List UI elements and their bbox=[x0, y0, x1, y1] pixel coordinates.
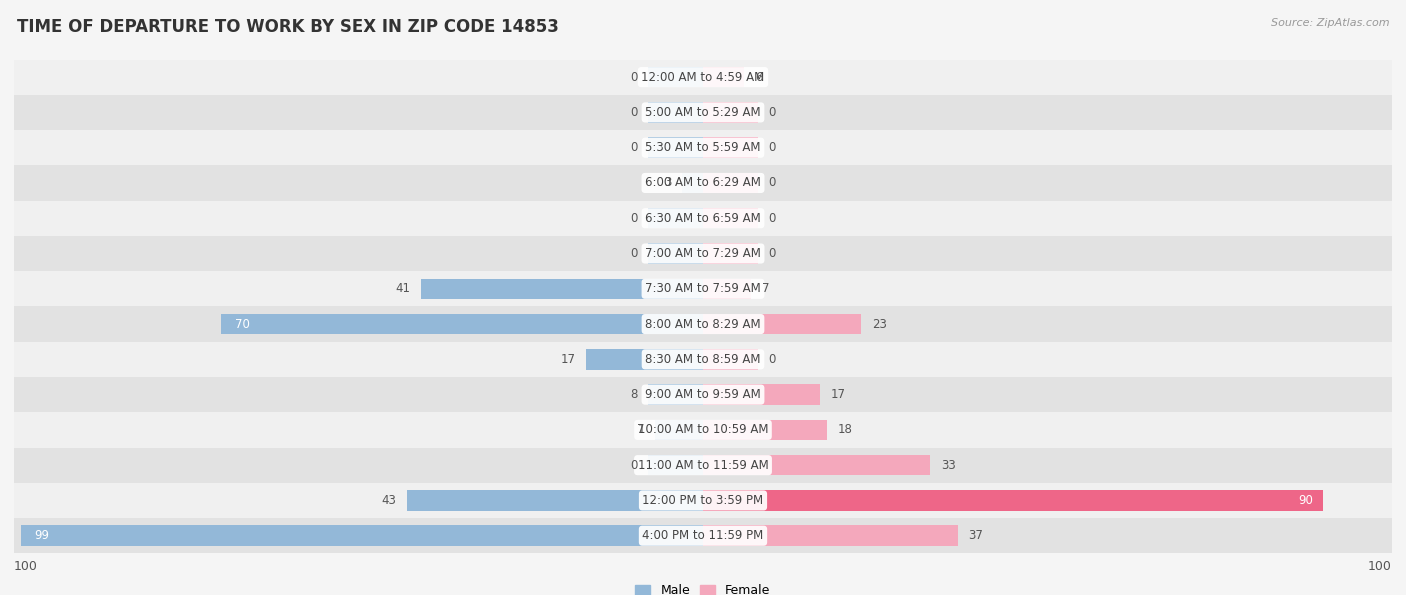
Text: 37: 37 bbox=[969, 529, 983, 542]
Text: 70: 70 bbox=[235, 318, 249, 331]
Text: 0: 0 bbox=[630, 459, 637, 472]
Text: 7: 7 bbox=[762, 282, 769, 295]
Bar bbox=[648, 455, 703, 475]
Bar bbox=[14, 236, 1392, 271]
Bar bbox=[703, 278, 751, 299]
Text: 43: 43 bbox=[381, 494, 396, 507]
Bar bbox=[14, 95, 1392, 130]
Text: Source: ZipAtlas.com: Source: ZipAtlas.com bbox=[1271, 18, 1389, 28]
Text: 0: 0 bbox=[769, 247, 776, 260]
Text: 0: 0 bbox=[630, 247, 637, 260]
Bar bbox=[14, 342, 1392, 377]
Bar bbox=[703, 384, 820, 405]
Text: 0: 0 bbox=[769, 177, 776, 189]
Bar bbox=[703, 102, 758, 123]
Text: 3: 3 bbox=[665, 177, 672, 189]
Bar bbox=[21, 525, 703, 546]
Text: 23: 23 bbox=[872, 318, 887, 331]
Legend: Male, Female: Male, Female bbox=[630, 580, 776, 595]
Text: 17: 17 bbox=[561, 353, 575, 366]
Bar bbox=[14, 60, 1392, 95]
Text: 18: 18 bbox=[838, 424, 852, 436]
Text: 0: 0 bbox=[630, 71, 637, 84]
Text: 8:00 AM to 8:29 AM: 8:00 AM to 8:29 AM bbox=[645, 318, 761, 331]
Bar bbox=[682, 173, 703, 193]
Bar bbox=[586, 349, 703, 369]
Text: 17: 17 bbox=[831, 388, 845, 401]
Text: 0: 0 bbox=[769, 353, 776, 366]
Text: 0: 0 bbox=[630, 106, 637, 119]
Text: 9:00 AM to 9:59 AM: 9:00 AM to 9:59 AM bbox=[645, 388, 761, 401]
Text: 5:00 AM to 5:29 AM: 5:00 AM to 5:29 AM bbox=[645, 106, 761, 119]
Bar bbox=[648, 384, 703, 405]
Bar bbox=[14, 306, 1392, 342]
Text: 99: 99 bbox=[35, 529, 49, 542]
Bar bbox=[14, 447, 1392, 483]
Text: 0: 0 bbox=[769, 212, 776, 225]
Bar bbox=[14, 271, 1392, 306]
Bar bbox=[703, 314, 862, 334]
Text: 8: 8 bbox=[630, 388, 637, 401]
Bar bbox=[14, 165, 1392, 201]
Text: 7:30 AM to 7:59 AM: 7:30 AM to 7:59 AM bbox=[645, 282, 761, 295]
Text: 12:00 PM to 3:59 PM: 12:00 PM to 3:59 PM bbox=[643, 494, 763, 507]
Text: 0: 0 bbox=[630, 141, 637, 154]
Bar bbox=[703, 67, 744, 87]
Bar bbox=[221, 314, 703, 334]
Bar bbox=[14, 201, 1392, 236]
Text: 33: 33 bbox=[941, 459, 956, 472]
Text: 6: 6 bbox=[755, 71, 762, 84]
Bar bbox=[14, 130, 1392, 165]
Text: 90: 90 bbox=[1298, 494, 1313, 507]
Bar bbox=[703, 208, 758, 228]
Text: 4:00 PM to 11:59 PM: 4:00 PM to 11:59 PM bbox=[643, 529, 763, 542]
Bar bbox=[14, 412, 1392, 447]
Bar bbox=[655, 419, 703, 440]
Text: 7: 7 bbox=[637, 424, 644, 436]
Text: 8:30 AM to 8:59 AM: 8:30 AM to 8:59 AM bbox=[645, 353, 761, 366]
Bar bbox=[14, 377, 1392, 412]
Text: 11:00 AM to 11:59 AM: 11:00 AM to 11:59 AM bbox=[638, 459, 768, 472]
Bar bbox=[703, 173, 758, 193]
Text: 0: 0 bbox=[769, 106, 776, 119]
Bar bbox=[648, 208, 703, 228]
Bar bbox=[648, 67, 703, 87]
Bar bbox=[648, 243, 703, 264]
Text: 6:30 AM to 6:59 AM: 6:30 AM to 6:59 AM bbox=[645, 212, 761, 225]
Text: 5:30 AM to 5:59 AM: 5:30 AM to 5:59 AM bbox=[645, 141, 761, 154]
Text: 0: 0 bbox=[630, 212, 637, 225]
Bar bbox=[648, 102, 703, 123]
Text: 100: 100 bbox=[14, 560, 38, 574]
Bar bbox=[406, 490, 703, 511]
Text: 0: 0 bbox=[769, 141, 776, 154]
Text: 10:00 AM to 10:59 AM: 10:00 AM to 10:59 AM bbox=[638, 424, 768, 436]
Bar bbox=[703, 525, 957, 546]
Bar bbox=[420, 278, 703, 299]
Text: 12:00 AM to 4:59 AM: 12:00 AM to 4:59 AM bbox=[641, 71, 765, 84]
Bar bbox=[14, 483, 1392, 518]
Bar bbox=[703, 490, 1323, 511]
Text: 7:00 AM to 7:29 AM: 7:00 AM to 7:29 AM bbox=[645, 247, 761, 260]
Bar bbox=[703, 137, 758, 158]
Bar bbox=[703, 243, 758, 264]
Text: 6:00 AM to 6:29 AM: 6:00 AM to 6:29 AM bbox=[645, 177, 761, 189]
Bar bbox=[703, 419, 827, 440]
Text: TIME OF DEPARTURE TO WORK BY SEX IN ZIP CODE 14853: TIME OF DEPARTURE TO WORK BY SEX IN ZIP … bbox=[17, 18, 558, 36]
Text: 100: 100 bbox=[1368, 560, 1392, 574]
Bar bbox=[703, 455, 931, 475]
Text: 41: 41 bbox=[395, 282, 411, 295]
Bar bbox=[648, 137, 703, 158]
Bar bbox=[14, 518, 1392, 553]
Bar bbox=[703, 349, 758, 369]
